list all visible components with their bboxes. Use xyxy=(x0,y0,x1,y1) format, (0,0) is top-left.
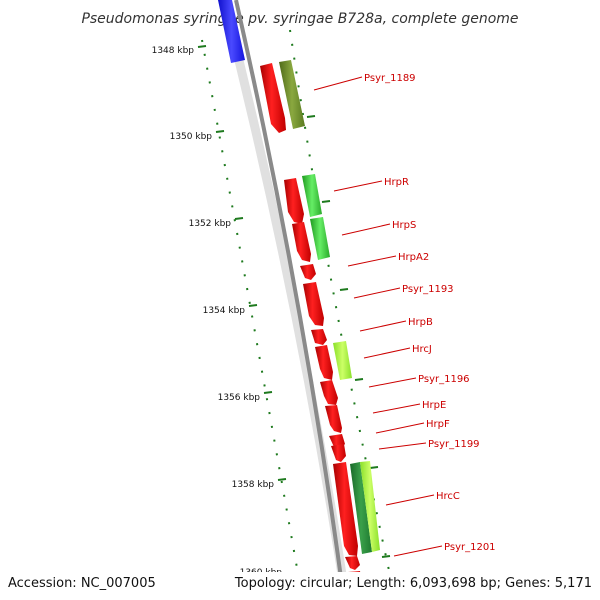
leader-psyr1189 xyxy=(313,76,363,91)
kbp-label-1348: 1348 kbp xyxy=(152,46,195,56)
outer-tick xyxy=(321,200,331,203)
gene-red-8[interactable] xyxy=(320,380,338,405)
leader-hrpb xyxy=(359,320,407,332)
label-leaders xyxy=(313,76,443,557)
gene-light-hrcj[interactable] xyxy=(333,341,352,380)
leader-hrpf xyxy=(375,422,425,434)
leader-hrcc xyxy=(385,494,435,506)
topology-summary-text: Topology: circular; Length: 6,093,698 bp… xyxy=(234,576,592,591)
gene-partial-blue[interactable] xyxy=(218,0,245,63)
gene-label-psyr1189[interactable]: Psyr_1189 xyxy=(364,73,416,84)
leader-hrcj xyxy=(363,347,411,359)
gene-red-4[interactable] xyxy=(300,264,316,280)
gene-label-hrpe[interactable]: HrpE xyxy=(422,400,446,411)
gene-label-psyr1199[interactable]: Psyr_1199 xyxy=(428,439,480,450)
leader-psyr1196 xyxy=(368,377,417,388)
gene-label-hrpf[interactable]: HrpF xyxy=(426,419,450,430)
gene-label-hrpa2[interactable]: HrpA2 xyxy=(398,252,429,263)
tick-1354 xyxy=(248,304,258,307)
gene-red-12[interactable] xyxy=(333,462,358,556)
gene-red-7[interactable] xyxy=(315,345,333,380)
leader-psyr1193 xyxy=(353,287,401,299)
tick-1348 xyxy=(197,45,207,48)
outer-tick xyxy=(381,555,391,558)
gene-labels: Psyr_1189 HrpR HrpS HrpA2 Psyr_1193 HrpB… xyxy=(364,73,496,553)
leader-psyr1201 xyxy=(393,545,443,557)
kbp-label-1354: 1354 kbp xyxy=(203,306,246,316)
outer-tick xyxy=(339,288,349,291)
gene-red-3[interactable] xyxy=(292,222,311,262)
gene-label-hrcc[interactable]: HrcC xyxy=(436,491,460,502)
backbone-line xyxy=(234,0,346,600)
gene-red-9[interactable] xyxy=(325,405,342,433)
gene-label-hrpr[interactable]: HrpR xyxy=(384,177,409,188)
leader-hrpa2 xyxy=(347,255,397,267)
tick-1358 xyxy=(277,478,287,481)
kbp-label-1350: 1350 kbp xyxy=(170,132,213,142)
gene-red-5[interactable] xyxy=(303,282,324,326)
gene-dark-hrcc-a[interactable] xyxy=(350,462,372,554)
outer-tick xyxy=(306,115,316,118)
gene-light-hrcc-b[interactable] xyxy=(360,461,380,552)
gene-label-psyr1201[interactable]: Psyr_1201 xyxy=(444,542,496,553)
outer-ruler-ticks xyxy=(306,115,391,558)
outer-tick xyxy=(354,378,364,381)
footer-bar xyxy=(0,572,600,600)
gene-red-2[interactable] xyxy=(284,178,304,224)
gene-red-1[interactable] xyxy=(260,63,286,133)
kbp-label-1352: 1352 kbp xyxy=(189,219,232,229)
outer-tick xyxy=(369,466,379,469)
gene-red-6[interactable] xyxy=(311,329,327,345)
kbp-label-1356: 1356 kbp xyxy=(218,393,261,403)
gene-olive-psyr1189[interactable] xyxy=(279,60,305,129)
tick-1356 xyxy=(263,391,273,394)
gene-label-hrps[interactable]: HrpS xyxy=(392,220,416,231)
gene-label-psyr1193[interactable]: Psyr_1193 xyxy=(402,284,454,295)
gene-label-hrpb[interactable]: HrpB xyxy=(408,317,433,328)
accession-text: Accession: NC_007005 xyxy=(8,576,156,591)
leader-hrpe xyxy=(372,403,421,414)
gene-red-13[interactable] xyxy=(345,556,360,570)
leader-psyr1199 xyxy=(378,442,427,450)
kbp-label-1358: 1358 kbp xyxy=(232,480,275,490)
scale-ticks: 1348 kbp 1350 kbp 1352 kbp 1354 kbp 1356… xyxy=(152,45,287,578)
tick-1350 xyxy=(215,130,225,133)
reverse-strand-genes xyxy=(260,63,362,584)
forward-strand-genes xyxy=(279,60,380,554)
map-title: Pseudomonas syringae pv. syringae B728a,… xyxy=(81,11,518,27)
gene-red-11[interactable] xyxy=(331,444,346,462)
leader-hrpr xyxy=(333,180,383,192)
gene-label-psyr1196[interactable]: Psyr_1196 xyxy=(418,374,470,385)
gene-green-hrps[interactable] xyxy=(310,217,330,260)
gene-label-hrcj[interactable]: HrcJ xyxy=(412,344,432,355)
tick-1352 xyxy=(234,217,244,220)
gene-green-hrpr[interactable] xyxy=(302,174,322,217)
leader-hrps xyxy=(341,223,391,236)
